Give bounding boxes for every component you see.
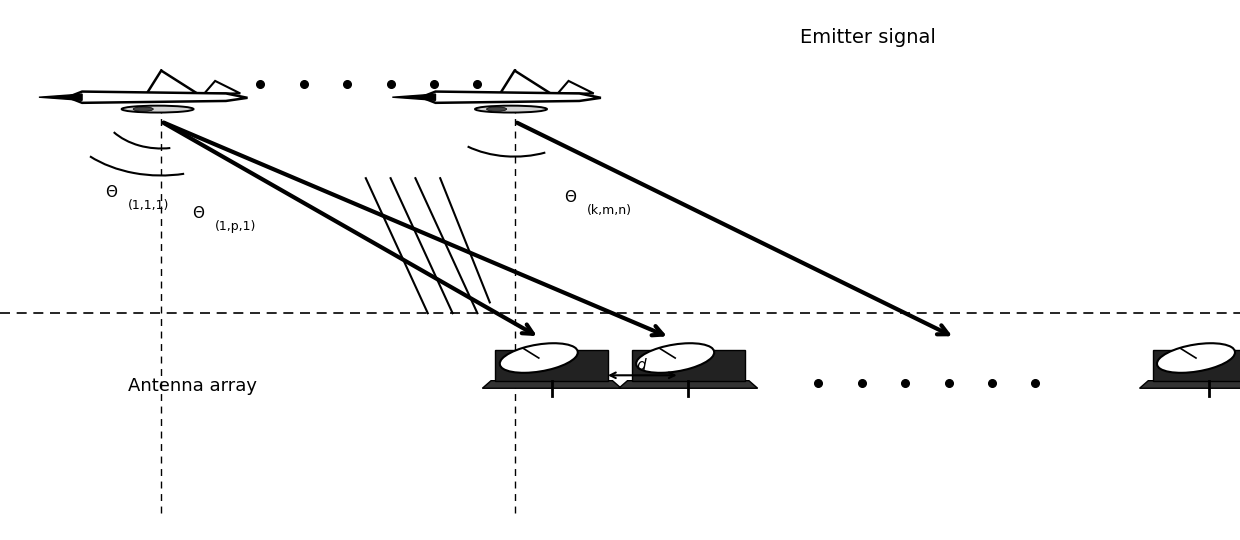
Polygon shape xyxy=(1140,381,1240,388)
Ellipse shape xyxy=(133,107,154,111)
Polygon shape xyxy=(392,94,435,100)
Ellipse shape xyxy=(500,343,578,373)
Polygon shape xyxy=(496,350,609,381)
Ellipse shape xyxy=(486,107,507,111)
Text: Antenna array: Antenna array xyxy=(128,377,257,395)
Text: $d$: $d$ xyxy=(636,356,649,373)
Polygon shape xyxy=(422,92,601,103)
Polygon shape xyxy=(68,92,248,103)
Ellipse shape xyxy=(1157,343,1235,373)
Polygon shape xyxy=(38,94,82,100)
Polygon shape xyxy=(146,71,197,93)
Text: $\Theta$: $\Theta$ xyxy=(192,205,206,221)
Text: Emitter signal: Emitter signal xyxy=(800,28,936,48)
Polygon shape xyxy=(619,381,758,388)
Text: (1,1,1): (1,1,1) xyxy=(128,199,169,212)
Text: (1,p,1): (1,p,1) xyxy=(215,220,255,233)
Text: $\Theta$: $\Theta$ xyxy=(105,184,119,200)
Polygon shape xyxy=(205,81,241,93)
Ellipse shape xyxy=(122,106,193,112)
Text: (k,m,n): (k,m,n) xyxy=(587,204,631,217)
Text: $\Theta$: $\Theta$ xyxy=(564,189,578,205)
Polygon shape xyxy=(558,81,594,93)
Ellipse shape xyxy=(475,106,547,112)
Polygon shape xyxy=(482,381,621,388)
Polygon shape xyxy=(632,350,744,381)
Ellipse shape xyxy=(636,343,714,373)
Polygon shape xyxy=(1153,350,1240,381)
Polygon shape xyxy=(500,71,551,93)
